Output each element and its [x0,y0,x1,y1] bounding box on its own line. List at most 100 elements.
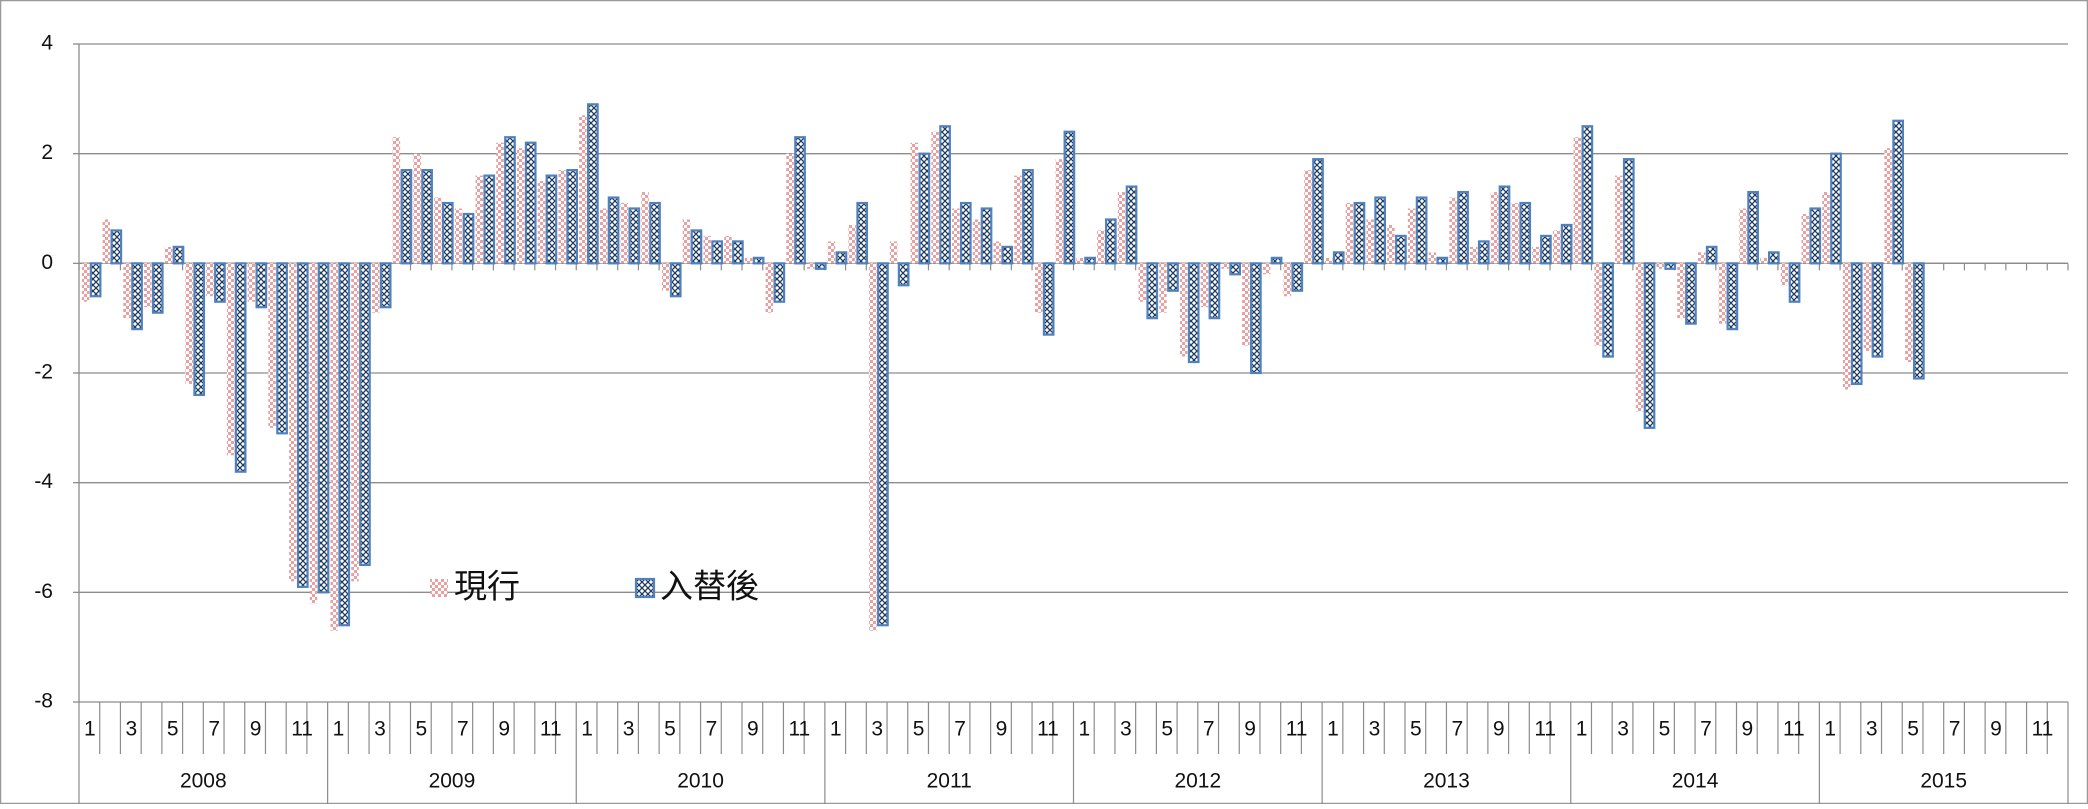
bar [1643,262,1656,429]
bar [579,115,587,264]
bar [1167,262,1179,292]
x-tick-label: 5 [1659,718,1671,741]
bar [1884,148,1892,264]
bar [1001,245,1014,265]
bar [454,208,463,264]
bar [1718,263,1727,324]
bar [351,263,359,582]
bar [102,219,111,264]
bar [1677,263,1685,319]
bar [1242,263,1250,346]
bar [628,207,641,265]
x-tick-label: 9 [1990,718,2002,741]
bar [1014,175,1022,264]
bar [1767,251,1780,265]
bar [441,201,454,265]
bar [1573,137,1582,264]
bar [255,262,268,309]
x-tick-label: 7 [954,718,966,741]
bar [1034,263,1043,313]
bar [869,263,877,631]
bar [1490,192,1499,264]
x-tick-label: 9 [996,718,1008,741]
bar [483,174,496,265]
bar [496,142,504,264]
bar [247,263,256,302]
x-tick-label: 7 [706,718,718,741]
x-tick-label: 11 [1783,718,1805,741]
bar [835,251,848,265]
x-tick-label: 11 [291,718,313,741]
bar [1117,192,1126,264]
bar [1470,246,1478,264]
bar [1022,169,1034,265]
x-group-label: 2012 [1174,770,1221,793]
bar [566,169,578,265]
bar [193,262,206,397]
bar [1850,262,1863,386]
bar [144,263,152,308]
bar [1892,119,1904,265]
bar [910,142,919,264]
bar [620,203,629,264]
bar [421,169,433,265]
bar [1760,257,1768,264]
legend-swatch [634,577,656,599]
bar [1221,263,1229,269]
bar [371,263,380,313]
x-group-label: 2009 [429,770,476,793]
x-tick-label: 11 [788,718,810,741]
y-tick-label: 0 [41,251,53,274]
x-tick-label: 1 [1576,718,1588,741]
bar [752,256,765,265]
bar [1283,263,1292,297]
bar [1519,201,1532,265]
bar [1312,158,1324,265]
x-group-label: 2010 [677,770,724,793]
y-tick-label: -4 [34,470,53,493]
bar [537,181,546,264]
bar [1138,263,1147,302]
x-tick-label: 9 [250,718,262,741]
x-tick-label: 9 [1742,718,1754,741]
bar [131,262,143,331]
bar [931,131,939,264]
x-tick-label: 3 [1120,718,1132,741]
bar [794,136,806,265]
bar [434,197,442,264]
bar [1208,262,1221,320]
bar [1436,256,1449,265]
bar [1656,263,1664,269]
x-tick-label: 1 [333,718,345,741]
bar [1084,256,1096,265]
bar [661,263,670,291]
bar [1697,252,1706,264]
bar [1540,234,1552,265]
bar [1179,263,1188,357]
bar [1042,262,1055,336]
x-tick-label: 1 [1079,718,1091,741]
y-tick-label: -6 [34,580,53,603]
x-tick-label: 7 [1700,718,1712,741]
x-group-label: 2013 [1423,770,1470,793]
bar [959,201,972,265]
y-tick-label: 2 [41,141,53,164]
bar [1594,263,1602,346]
bar [164,246,173,264]
bar [516,148,525,264]
bar [1780,263,1789,286]
x-tick-label: 11 [540,718,562,741]
bar [1055,159,1064,264]
bar [1739,208,1747,264]
bar [504,136,516,265]
bar [607,196,620,265]
bar [1387,224,1395,264]
bar [462,212,475,265]
bar [1457,190,1469,265]
bar [939,125,951,265]
bar [185,263,193,384]
bar [1332,251,1345,265]
x-tick-label: 7 [1451,718,1463,741]
x-group-label: 2014 [1672,770,1719,793]
bar [1801,213,1810,264]
